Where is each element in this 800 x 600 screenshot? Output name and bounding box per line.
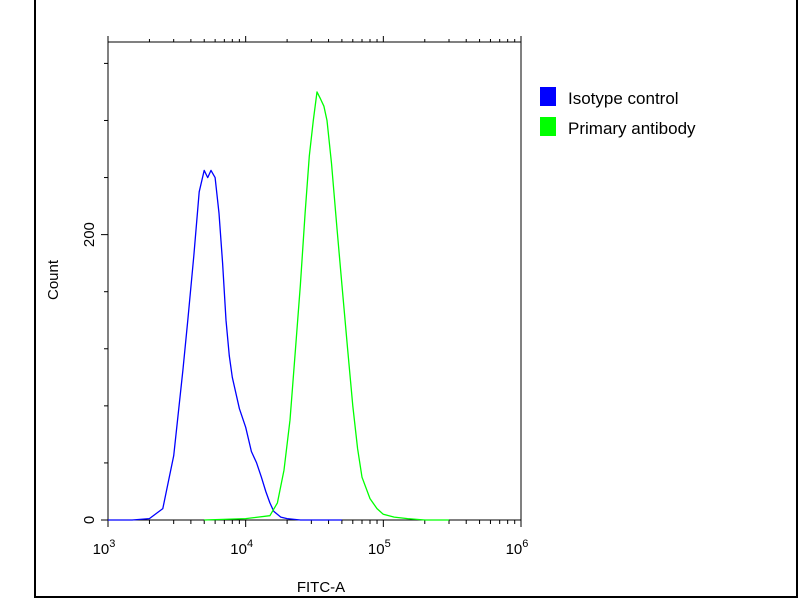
x-tick-label-1: 104 bbox=[230, 538, 253, 558]
x-tick-label-2: 105 bbox=[368, 538, 391, 558]
legend-label-isotype-control: Isotype control bbox=[568, 89, 679, 108]
series-line-isotype-control bbox=[108, 169, 342, 521]
legend-swatch-isotype-control bbox=[540, 87, 556, 106]
y-tick-label-0: 0 bbox=[81, 516, 98, 524]
figure-frame bbox=[34, 0, 798, 598]
x-axis-minor-ticks bbox=[148, 39, 516, 524]
x-tick-label-0: 103 bbox=[93, 538, 116, 558]
y-tick-label-1: 200 bbox=[81, 222, 98, 247]
series-line-primary-antibody bbox=[204, 91, 449, 521]
x-axis-label: FITC-A bbox=[297, 579, 345, 596]
legend-label-primary-antibody: Primary antibody bbox=[568, 119, 696, 138]
series-lines bbox=[108, 91, 449, 521]
x-axis-ticks: 103 104 105 106 bbox=[93, 36, 529, 558]
y-axis-label: Count bbox=[45, 259, 62, 300]
x-tick-label-3: 106 bbox=[506, 538, 529, 558]
legend: Isotype control Primary antibody bbox=[540, 87, 696, 138]
y-axis-ticks: 0 200 bbox=[81, 62, 108, 524]
legend-swatch-primary-antibody bbox=[540, 117, 556, 136]
